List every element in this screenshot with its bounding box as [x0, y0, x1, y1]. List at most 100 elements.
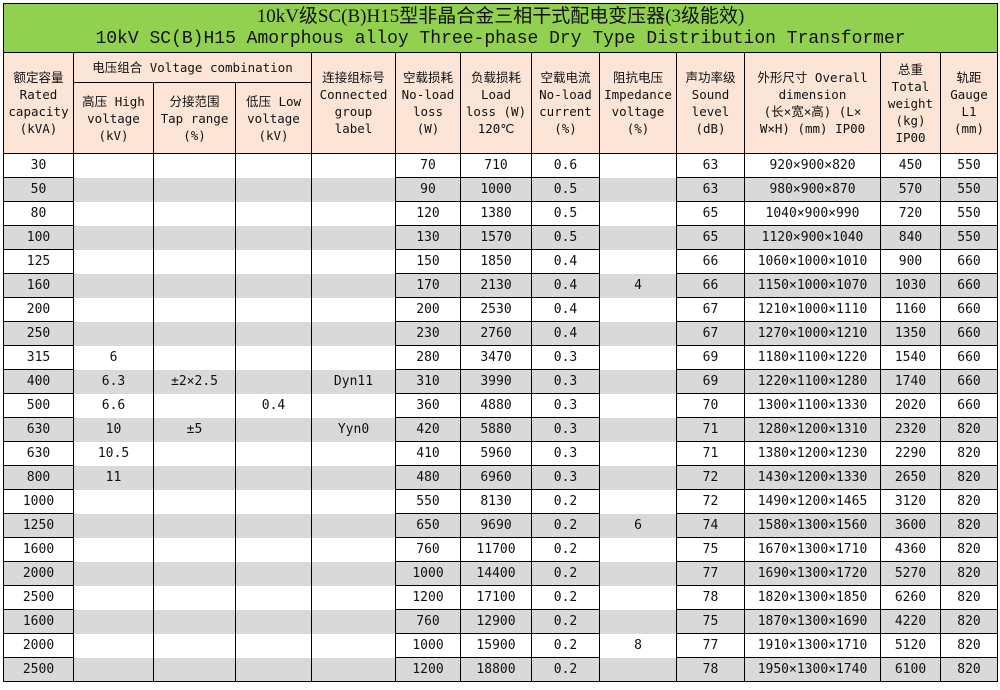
- cell-no-load-current: 0.2: [531, 537, 600, 562]
- cell-rated-capacity: 100: [3, 225, 74, 250]
- cell-impedance-voltage: [599, 249, 677, 274]
- cell-rated-capacity: 2500: [3, 585, 74, 610]
- cell-gauge: 820: [939, 537, 999, 562]
- cell-sound-level: 78: [676, 585, 745, 610]
- table-row: 315 6 280 3470 0.3 69 1180×1100×1220 1540 660: [3, 345, 999, 370]
- table-row: 30 70 710 0.6 63 920×900×820 450 550: [3, 153, 999, 178]
- cell-low-voltage: [235, 201, 312, 226]
- cell-gauge: 660: [939, 273, 999, 298]
- header-line: 轨距: [956, 70, 982, 85]
- cell-impedance-voltage: [599, 297, 677, 322]
- header-low-voltage: 低压 Low voltage (kV): [235, 82, 312, 154]
- cell-impedance-voltage: [599, 561, 677, 586]
- cell-no-load-loss: 410: [395, 441, 461, 466]
- cell-no-load-loss: 1200: [395, 585, 461, 610]
- cell-connection-group: [311, 561, 396, 586]
- cell-impedance-voltage: [599, 465, 677, 490]
- cell-low-voltage: [235, 513, 312, 538]
- table-body: 30 70 710 0.6 63 920×900×820 450 550 50 90 1000 0.5…: [3, 153, 999, 682]
- cell-total-weight: 840: [880, 225, 941, 250]
- cell-high-voltage: [73, 177, 154, 202]
- cell-sound-level: 66: [676, 249, 745, 274]
- cell-tap-range: [153, 465, 236, 490]
- cell-load-loss: 1000: [460, 177, 532, 202]
- header-no-load-loss: 空载损耗 No-load loss (W): [395, 52, 461, 154]
- cell-no-load-current: 0.2: [531, 489, 600, 514]
- cell-connection-group: [311, 537, 396, 562]
- cell-low-voltage: [235, 633, 312, 658]
- cell-tap-range: [153, 297, 236, 322]
- cell-sound-level: 72: [676, 465, 745, 490]
- cell-no-load-current: 0.5: [531, 225, 600, 250]
- cell-tap-range: ±2×2.5: [153, 369, 236, 394]
- cell-impedance-voltage: [599, 609, 677, 634]
- header-line: 连接组标号: [322, 70, 385, 85]
- cell-low-voltage: [235, 297, 312, 322]
- cell-load-loss: 4880: [460, 393, 532, 418]
- cell-total-weight: 1350: [880, 321, 941, 346]
- cell-rated-capacity: 630: [3, 441, 74, 466]
- cell-connection-group: [311, 321, 396, 346]
- cell-sound-level: 74: [676, 513, 745, 538]
- cell-total-weight: 2650: [880, 465, 941, 490]
- cell-sound-level: 72: [676, 489, 745, 514]
- cell-high-voltage: [73, 585, 154, 610]
- table-row: 630 10.5 410 5960 0.3 71 1380×1200×1230 2290 820: [3, 441, 999, 466]
- header-line: 空载损耗: [402, 70, 453, 85]
- cell-rated-capacity: 250: [3, 321, 74, 346]
- cell-load-loss: 17100: [460, 585, 532, 610]
- cell-no-load-current: 0.3: [531, 465, 600, 490]
- header-line: (dB): [695, 121, 726, 136]
- cell-total-weight: 1160: [880, 297, 941, 322]
- cell-impedance-voltage: 6: [599, 513, 677, 538]
- cell-tap-range: [153, 201, 236, 226]
- header-dimension: 外形尺寸 Overall dimension (长×宽×高) (L× W×H) (mm…: [744, 52, 881, 154]
- cell-rated-capacity: 200: [3, 297, 74, 322]
- cell-tap-range: [153, 657, 236, 682]
- cell-total-weight: 2320: [880, 417, 941, 442]
- cell-tap-range: ±5: [153, 417, 236, 442]
- header-line: 声功率级: [685, 70, 736, 85]
- cell-no-load-current: 0.5: [531, 201, 600, 226]
- cell-high-voltage: [73, 609, 154, 634]
- table-row: 1000 550 8130 0.2 72 1490×1200×1465 3120 820: [3, 489, 999, 514]
- cell-impedance-voltage: [599, 585, 677, 610]
- header-line: Tap range: [160, 110, 229, 126]
- cell-load-loss: 1850: [460, 249, 532, 274]
- cell-high-voltage: 11: [73, 465, 154, 490]
- cell-overall-dimension: 1040×900×990: [744, 201, 881, 226]
- cell-rated-capacity: 2000: [3, 561, 74, 586]
- cell-rated-capacity: 1250: [3, 513, 74, 538]
- cell-total-weight: 6100: [880, 657, 941, 682]
- cell-sound-level: 75: [676, 537, 745, 562]
- cell-overall-dimension: 1690×1300×1720: [744, 561, 881, 586]
- header-no-load-current: 空载电流 No-load current (%): [531, 52, 600, 154]
- header-impedance: 阻抗电压 Impedance voltage (%): [599, 52, 677, 154]
- cell-low-voltage: [235, 489, 312, 514]
- cell-connection-group: [311, 297, 396, 322]
- table-row: 2000 1000 15900 0.2 8 77 1910×1300×1710 5120 820: [3, 633, 999, 658]
- cell-connection-group: [311, 441, 396, 466]
- title-english: 10kV SC(B)H15 Amorphous alloy Three-phas…: [95, 29, 906, 49]
- cell-high-voltage: [73, 249, 154, 274]
- cell-high-voltage: [73, 489, 154, 514]
- cell-high-voltage: [73, 153, 154, 178]
- cell-rated-capacity: 400: [3, 369, 74, 394]
- header-line: 外形尺寸 Overall: [757, 70, 868, 85]
- cell-total-weight: 900: [880, 249, 941, 274]
- cell-load-loss: 1570: [460, 225, 532, 250]
- cell-tap-range: [153, 345, 236, 370]
- header-line: Gauge: [950, 87, 988, 102]
- cell-high-voltage: 10: [73, 417, 154, 442]
- title-chinese: 10kV级SC(B)H15型非晶合金三相干式配电变压器(3级能效): [256, 6, 745, 27]
- cell-gauge: 550: [939, 177, 999, 202]
- header-line: Connected: [319, 87, 388, 102]
- table-row: 250 230 2760 0.4 67 1270×1000×1210 1350 660: [3, 321, 999, 346]
- header-line: L1: [961, 104, 977, 119]
- cell-load-loss: 2130: [460, 273, 532, 298]
- header-line: (W): [416, 121, 440, 136]
- cell-connection-group: [311, 633, 396, 658]
- cell-sound-level: 69: [676, 369, 745, 394]
- cell-rated-capacity: 125: [3, 249, 74, 274]
- cell-sound-level: 67: [676, 297, 745, 322]
